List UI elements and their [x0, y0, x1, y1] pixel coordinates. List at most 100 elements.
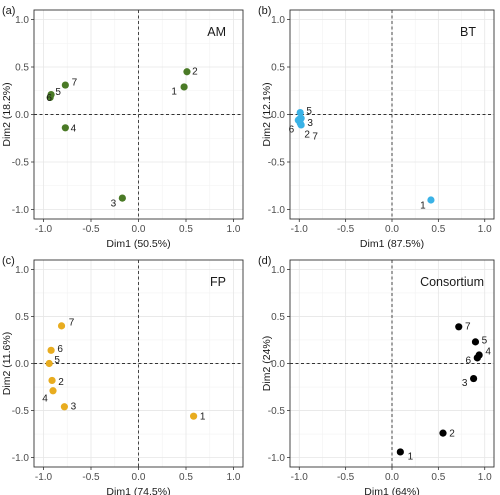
- y-tick-label: -0.5: [268, 406, 286, 417]
- x-tick-label: 0.5: [431, 472, 445, 483]
- data-point-2: [439, 429, 447, 437]
- point-label-6: 6: [466, 355, 472, 366]
- point-label-6: 6: [46, 93, 52, 104]
- x-tick-label: -0.5: [82, 224, 100, 235]
- y-tick-label: 0.0: [15, 359, 29, 370]
- data-point-4: [49, 387, 57, 395]
- x-axis-title: Dim1 (87.5%): [360, 238, 424, 250]
- point-label-2: 2: [449, 429, 455, 440]
- point-label-4: 4: [71, 123, 77, 134]
- x-tick-label: 0.0: [132, 472, 146, 483]
- panel-2: -1.0 -0.5 0.0 0.5 1.0 -1.0 -0.5 0.0 0.5 1.0 Dim1 (…: [258, 5, 495, 250]
- data-point-3: [470, 374, 478, 383]
- y-tick-label: 0.5: [15, 63, 29, 74]
- y-tick-label: 0.0: [271, 110, 285, 121]
- x-tick-label: -0.5: [82, 472, 100, 483]
- x-tick-label: 1.0: [227, 224, 241, 235]
- x-axis-title: Dim1 (74.5%): [106, 486, 170, 495]
- y-tick-label: -1.0: [268, 453, 286, 464]
- x-tick-label: 0.0: [385, 224, 399, 235]
- point-label-6: 6: [57, 344, 63, 355]
- x-tick-label: 0.5: [179, 224, 193, 235]
- panel-1: -1.0 -0.5 0.0 0.5 1.0 -1.0 -0.5 0.0 0.5 1.0 Dim1 (…: [1, 5, 244, 250]
- data-point-6: [473, 354, 481, 362]
- y-axis-title: Dim2 (18.2%): [1, 82, 13, 146]
- x-tick-label: -1.0: [35, 224, 53, 235]
- point-label-5: 5: [482, 335, 488, 346]
- panel-letter: (a): [2, 5, 15, 17]
- y-tick-label: -0.5: [268, 158, 286, 169]
- data-point-7: [297, 121, 305, 129]
- data-point-7: [57, 322, 66, 330]
- data-point-7: [455, 323, 463, 331]
- data-point-2: [183, 68, 191, 76]
- x-tick-label: -1.0: [291, 224, 309, 235]
- point-label-2: 2: [192, 66, 198, 77]
- data-point-5: [296, 109, 304, 117]
- data-point-6: [47, 346, 55, 354]
- point-label-4: 4: [42, 393, 48, 404]
- point-label-3: 3: [307, 118, 313, 129]
- data-point-1: [427, 196, 435, 204]
- point-label-5: 5: [54, 355, 60, 366]
- y-tick-label: 0.0: [271, 359, 285, 370]
- point-label-6: 6: [289, 125, 295, 136]
- point-label-7: 7: [72, 78, 78, 89]
- x-tick-label: -0.5: [337, 224, 355, 235]
- panel-title: BT: [460, 25, 476, 39]
- x-tick-label: 1.0: [227, 472, 241, 483]
- x-tick-label: 1.0: [478, 224, 492, 235]
- panel-title: AM: [207, 25, 226, 39]
- x-tick-label: 0.0: [385, 472, 399, 483]
- y-tick-label: -0.5: [12, 158, 30, 169]
- point-label-5: 5: [306, 106, 312, 117]
- y-tick-label: -1.0: [268, 205, 286, 216]
- point-label-1: 1: [200, 412, 206, 423]
- data-point-2: [48, 376, 56, 385]
- point-label-2: 2: [304, 130, 310, 141]
- y-tick-label: 0.5: [271, 312, 285, 323]
- y-tick-label: 0.0: [15, 110, 29, 121]
- data-point-3: [118, 194, 126, 202]
- x-axis-title: Dim1 (64%): [364, 486, 419, 495]
- data-point-5: [471, 338, 480, 346]
- panel-letter: (b): [258, 5, 271, 17]
- point-label-1: 1: [420, 201, 426, 212]
- x-tick-label: 0.0: [132, 224, 146, 235]
- y-tick-label: 1.0: [271, 265, 285, 276]
- point-label-3: 3: [71, 401, 77, 412]
- x-tick-label: 0.5: [179, 472, 193, 483]
- y-tick-label: 0.5: [15, 312, 29, 323]
- point-label-1: 1: [408, 451, 414, 462]
- y-axis-title: Dim2 (24%): [261, 336, 273, 391]
- data-point-1: [180, 83, 188, 91]
- point-label-7: 7: [69, 317, 75, 328]
- point-label-3: 3: [111, 199, 117, 210]
- point-label-7: 7: [312, 131, 318, 142]
- y-tick-label: -1.0: [12, 205, 30, 216]
- panel-4: -1.0 -0.5 0.0 0.5 1.0 -1.0 -0.5 0.0 0.5 1.0 Dim1 (…: [258, 255, 495, 495]
- point-label-2: 2: [58, 377, 64, 388]
- panel-3: -1.0 -0.5 0.0 0.5 1.0 -1.0 -0.5 0.0 0.5 1.0 Dim1 (…: [1, 255, 244, 495]
- point-label-5: 5: [55, 87, 61, 98]
- data-point-5: [45, 359, 53, 368]
- data-point-3: [60, 403, 68, 411]
- y-axis-title: Dim2 (11.6%): [1, 332, 13, 395]
- data-point-4: [61, 124, 69, 132]
- x-axis-title: Dim1 (50.5%): [106, 238, 170, 250]
- point-label-1: 1: [171, 86, 177, 97]
- point-label-3: 3: [462, 378, 468, 389]
- panel-letter: (d): [258, 255, 271, 267]
- data-point-6: [46, 93, 54, 101]
- panel-title: FP: [210, 275, 226, 289]
- panel-letter: (c): [2, 255, 15, 267]
- y-tick-label: 1.0: [15, 15, 29, 26]
- point-label-4: 4: [485, 347, 491, 358]
- y-tick-label: 0.5: [271, 63, 285, 74]
- x-tick-label: -0.5: [337, 472, 355, 483]
- point-label-7: 7: [465, 321, 471, 332]
- data-point-1: [396, 448, 404, 456]
- y-axis-title: Dim2 (12.1%): [261, 82, 273, 146]
- y-tick-label: -0.5: [12, 406, 30, 417]
